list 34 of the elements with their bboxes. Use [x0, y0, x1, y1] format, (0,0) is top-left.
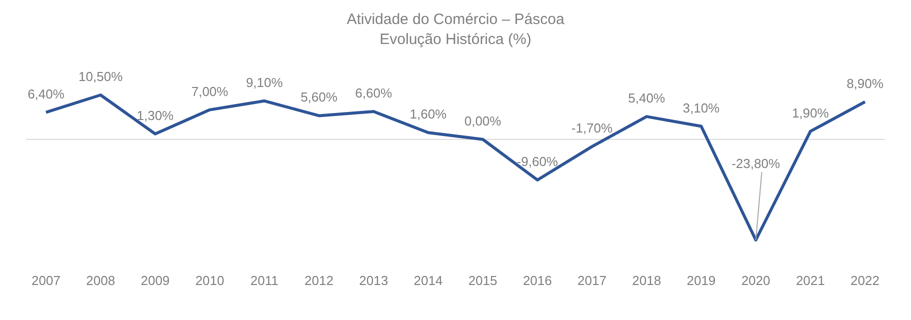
x-tick-label: 2008: [86, 273, 116, 288]
x-tick-label: 2020: [741, 273, 770, 288]
data-label: 5,40%: [628, 90, 666, 106]
x-tick-label: 2021: [796, 273, 825, 288]
data-label: -9,60%: [516, 154, 558, 169]
x-tick-label: 2018: [632, 273, 662, 288]
chart-subtitle: Evolução Histórica (%): [378, 30, 532, 50]
x-tick-label: 2011: [250, 273, 278, 288]
x-tick-label: 2017: [578, 273, 606, 288]
x-tick-label: 2007: [32, 273, 60, 288]
x-tick-label: 2012: [304, 273, 334, 288]
data-label: -23,80%: [732, 156, 780, 171]
data-label: 1,60%: [410, 106, 448, 122]
x-tick-label: 2015: [468, 273, 498, 288]
x-tick-label: 2014: [414, 273, 443, 288]
x-tick-label: 2019: [686, 273, 716, 288]
data-label: 6,60%: [355, 85, 392, 100]
x-tick-label: 2009: [140, 273, 170, 288]
data-label: 10,50%: [78, 69, 124, 84]
chart-title: Atividade do Comércio – Páscoa: [346, 10, 566, 30]
data-label: -1,70%: [571, 120, 614, 136]
x-tick-label: 2016: [522, 273, 552, 288]
data-label: 1,90%: [792, 105, 830, 120]
data-label: 6,40%: [28, 86, 65, 102]
data-label: 5,60%: [300, 90, 338, 105]
x-tick-label: 2010: [195, 273, 224, 288]
x-tick-label: 2022: [850, 273, 880, 288]
x-tick-label: 2013: [359, 273, 388, 288]
data-label: 3,10%: [682, 100, 720, 116]
data-label: 9,10%: [246, 74, 284, 90]
data-label: 7,00%: [191, 84, 229, 99]
data-label: 8,90%: [846, 76, 884, 91]
data-label: 0,00%: [464, 113, 502, 128]
data-label: 1,30%: [136, 108, 174, 123]
